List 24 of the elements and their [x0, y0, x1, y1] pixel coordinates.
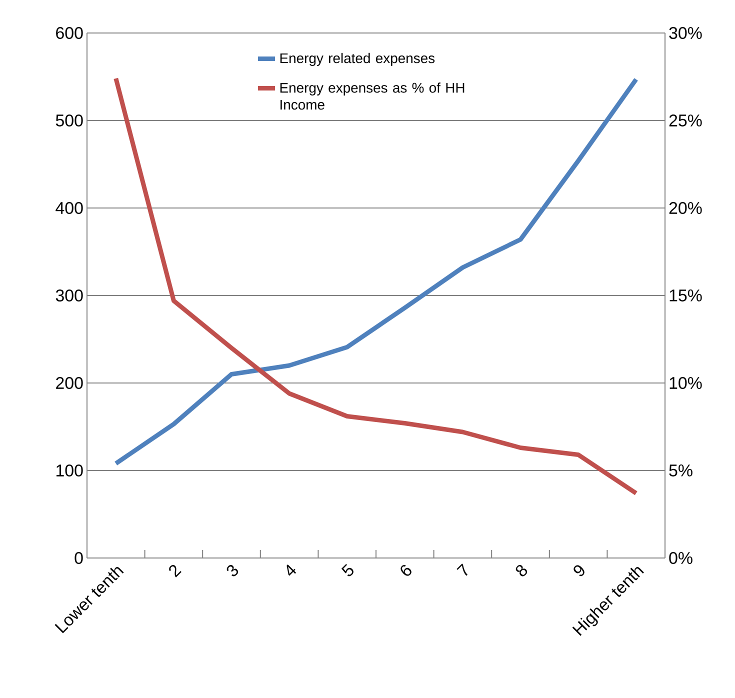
y2-tick-label: 20%: [669, 202, 702, 214]
x-tick-label: 9: [574, 565, 584, 576]
y-tick-label: 600: [56, 26, 83, 39]
y2-tick-label: 15%: [670, 290, 702, 302]
x-tick-label: 5: [341, 564, 354, 576]
y-tick-label: 200: [56, 377, 83, 389]
y2-tick-label: 10%: [670, 377, 702, 389]
x-tick-label: 4: [286, 564, 296, 576]
y-tick-label: 500: [56, 114, 83, 126]
y-tick-label: 300: [56, 290, 83, 302]
y-tick-label: 100: [56, 464, 83, 476]
y-tick-label: 400: [56, 202, 83, 214]
x-tick-label: 7: [456, 564, 468, 576]
y2-tick-label: 30%: [669, 26, 702, 39]
x-tick-label: 6: [400, 564, 412, 576]
y2-tick-label: 5%: [669, 464, 692, 476]
y2-tick-label: 25%: [669, 114, 702, 126]
legend-label: Energy related expenses: [280, 52, 435, 66]
y2-tick-label: 0%: [669, 552, 692, 564]
legend-label: Energy expenses as % of HH Income: [280, 82, 464, 110]
x-tick-label: 3: [226, 564, 238, 576]
x-tick-label: 2: [169, 564, 182, 578]
y-tick-label: 0: [74, 552, 83, 564]
x-tick-label: 8: [516, 564, 528, 576]
